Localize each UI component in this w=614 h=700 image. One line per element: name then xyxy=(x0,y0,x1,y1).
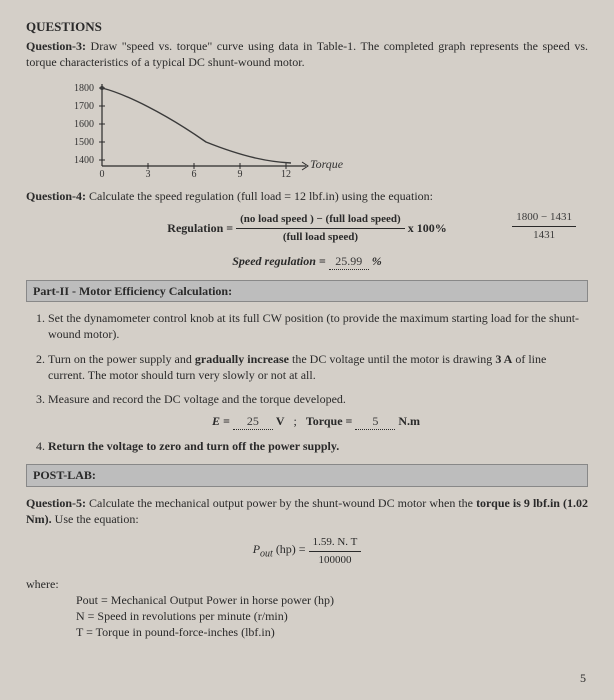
pout-den: 100000 xyxy=(309,552,362,568)
where-l2: N = Speed in revolutions per minute (r/m… xyxy=(76,608,588,624)
speed-reg-unit: % xyxy=(372,254,382,268)
ytick: 1500 xyxy=(68,136,94,150)
ytick: 1600 xyxy=(68,118,94,132)
reg-frac-den: (full load speed) xyxy=(236,229,405,245)
step-4: Return the voltage to zero and turn off … xyxy=(48,438,588,454)
xtick: 12 xyxy=(278,168,294,182)
speed-reg-label: Speed regulation = xyxy=(232,254,326,268)
reg-label: Regulation = xyxy=(167,221,233,235)
pout-equation: Pout (hp) = 1.59. N. T 100000 xyxy=(26,535,588,568)
T-label: Torque = xyxy=(306,414,353,428)
procedure-steps: Set the dynamometer control knob at its … xyxy=(48,310,588,454)
step-3: Measure and record the DC voltage and th… xyxy=(48,391,588,430)
pout-num: 1.59. N. T xyxy=(309,535,362,552)
page-number: 5 xyxy=(580,670,586,686)
T-value: 5 xyxy=(355,413,395,430)
E-value: 25 xyxy=(233,413,273,430)
side-calculation: 1800 − 1431 1431 xyxy=(512,210,576,243)
speed-torque-graph: 1800 1700 1600 1500 1400 0 3 6 9 12 Torq… xyxy=(96,80,326,180)
q4-label: Question-4: xyxy=(26,189,86,203)
questions-header: QUESTIONS xyxy=(26,18,588,36)
question-5: Question-5: Calculate the mechanical out… xyxy=(26,495,588,527)
E-label: E = xyxy=(212,414,230,428)
side-num: 1800 − 1431 xyxy=(512,210,576,227)
postlab-header: POST-LAB: xyxy=(26,464,588,486)
ytick: 1800 xyxy=(68,82,94,96)
speed-regulation-result: Speed regulation = 25.99 % xyxy=(26,253,588,270)
q5-label: Question-5: xyxy=(26,496,86,510)
speed-reg-value: 25.99 xyxy=(329,253,369,270)
xtick: 0 xyxy=(94,168,110,182)
question-4: Question-4: Calculate the speed regulati… xyxy=(26,188,588,204)
step-1: Set the dynamometer control knob at its … xyxy=(48,310,588,342)
step-2: Turn on the power supply and gradually i… xyxy=(48,351,588,383)
part-ii-header: Part-II - Motor Efficiency Calculation: xyxy=(26,280,588,302)
ytick: 1400 xyxy=(68,154,94,168)
q5-text-c: Use the equation: xyxy=(52,512,139,526)
graph-svg xyxy=(96,80,326,180)
T-unit: N.m xyxy=(398,414,420,428)
question-3: Question-3: Draw "speed vs. torque" curv… xyxy=(26,38,588,70)
side-den: 1431 xyxy=(512,227,576,243)
xtick: 6 xyxy=(186,168,202,182)
q5-text-a: Calculate the mechanical output power by… xyxy=(86,496,476,510)
where-label: where: xyxy=(26,577,59,591)
q3-text: Draw "speed vs. torque" curve using data… xyxy=(26,39,588,69)
times-100: x 100% xyxy=(408,221,447,235)
q3-label: Question-3: xyxy=(26,39,86,53)
x-axis-label: Torque xyxy=(310,156,343,172)
where-l3: T = Torque in pound-force-inches (lbf.in… xyxy=(76,624,588,640)
where-l1: Pout = Mechanical Output Power in horse … xyxy=(76,592,588,608)
regulation-equation: Regulation = (no load speed ) − (full lo… xyxy=(26,212,588,245)
q4-text: Calculate the speed regulation (full loa… xyxy=(86,189,433,203)
where-block: where: Pout = Mechanical Output Power in… xyxy=(26,576,588,641)
E-unit: V xyxy=(276,414,285,428)
ytick: 1700 xyxy=(68,100,94,114)
reg-frac-num: (no load speed ) − (full load speed) xyxy=(236,212,405,229)
xtick: 9 xyxy=(232,168,248,182)
xtick: 3 xyxy=(140,168,156,182)
